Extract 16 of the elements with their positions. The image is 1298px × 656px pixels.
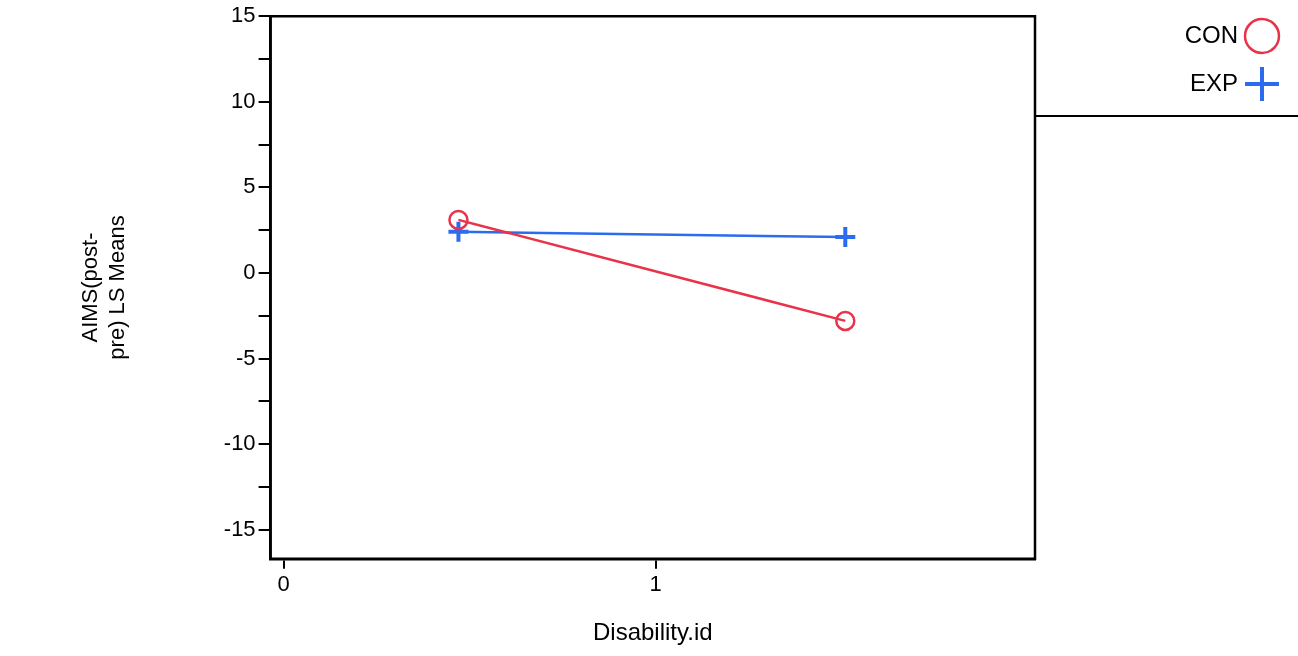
point [835, 310, 856, 332]
y-tick-label: 10 [231, 87, 256, 113]
legend-label: CON [1184, 20, 1238, 48]
y-tick-label: -15 [223, 515, 256, 541]
y-tick-label: -10 [223, 430, 256, 456]
y-tick-label: 5 [243, 173, 256, 199]
y-tick-label: -5 [236, 344, 256, 370]
x-axis-title: Disability.id [593, 618, 713, 646]
y-axis-title: AIMS(post- pre) LS Means [77, 215, 129, 360]
point [833, 225, 858, 250]
y-tick-label: 15 [231, 2, 256, 28]
legend-label: EXP [1189, 68, 1238, 96]
point [448, 209, 469, 231]
y-tick-label: 0 [243, 259, 256, 285]
x-tick-label: 1 [649, 571, 662, 597]
point [446, 219, 471, 244]
